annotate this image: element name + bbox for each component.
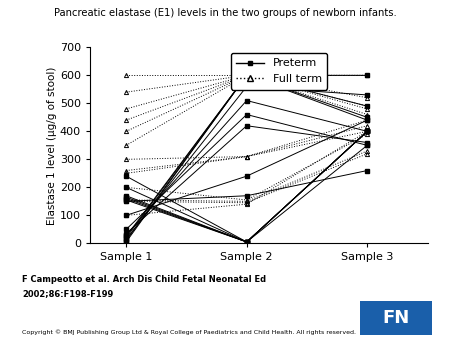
Legend: Preterm, Full term: Preterm, Full term	[230, 53, 328, 90]
Text: FN: FN	[382, 309, 410, 327]
Text: F Campeotto et al. Arch Dis Child Fetal Neonatal Ed: F Campeotto et al. Arch Dis Child Fetal …	[22, 275, 266, 285]
Text: Copyright © BMJ Publishing Group Ltd & Royal College of Paediatrics and Child He: Copyright © BMJ Publishing Group Ltd & R…	[22, 330, 356, 335]
Text: Pancreatic elastase (E1) levels in the two groups of newborn infants.: Pancreatic elastase (E1) levels in the t…	[54, 8, 396, 19]
Text: 2002;86:F198-F199: 2002;86:F198-F199	[22, 289, 114, 298]
Y-axis label: Elastase 1 level (µg/g of stool): Elastase 1 level (µg/g of stool)	[47, 66, 57, 224]
